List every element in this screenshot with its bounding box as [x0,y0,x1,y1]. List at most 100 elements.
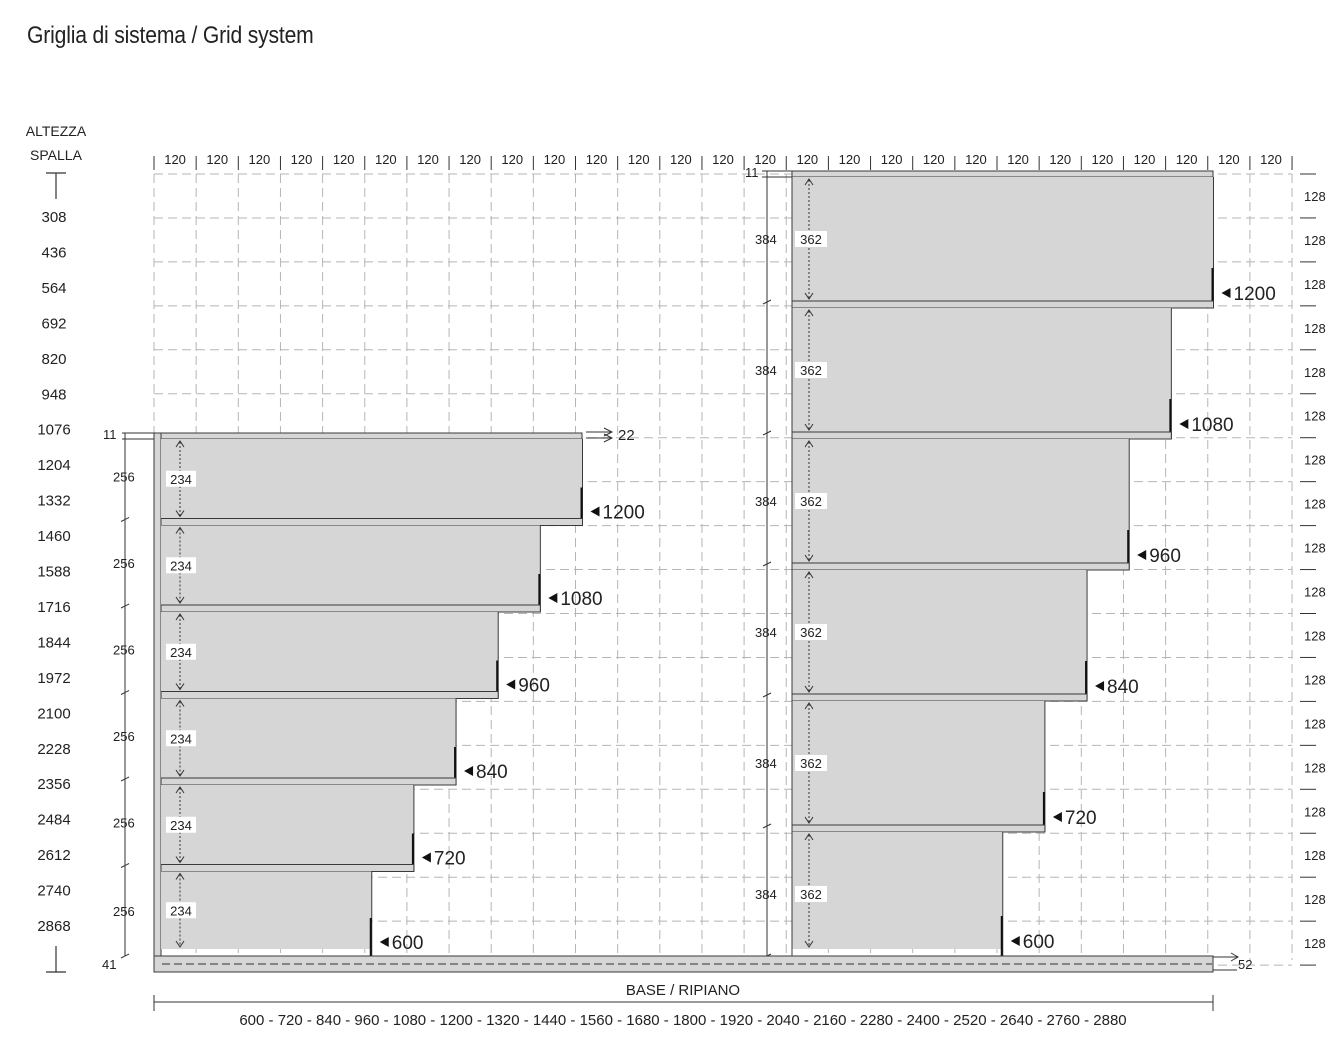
right-unit-top-panel [791,170,1214,178]
dim-label-box [795,493,827,509]
column-width-label: 120 [923,152,945,167]
shelf-board [791,300,1214,309]
height-axis-label: SPALLA [30,147,83,163]
row-step-label: 128 [1304,409,1326,424]
height-value: 2484 [37,812,70,829]
height-value: 564 [41,280,66,297]
base-depth-arrow-icon [1230,952,1240,962]
row-step-label: 128 [1304,365,1326,380]
pitch-label: 384 [755,756,777,771]
dim-label-box [166,730,196,747]
dim-arrow-icon [804,702,814,824]
base-plinth: 52 [153,952,1252,973]
shelf-stop-mark [538,574,541,612]
shelf-stop-mark [1169,399,1172,439]
height-value: 1332 [37,493,70,510]
shelf-compartment [792,701,1045,825]
height-value: 1716 [37,599,70,616]
shelf-board [791,562,1130,571]
height-value: 436 [41,244,66,261]
height-value: 1972 [37,670,70,687]
shelf-width-label: 960 [518,676,550,697]
column-width-label: 120 [291,152,313,167]
shelf-width-label: 1200 [603,503,645,524]
column-width-label: 120 [1218,152,1240,167]
row-step-label: 128 [1304,716,1326,731]
row-step-label: 128 [1304,672,1326,687]
column-width-label: 120 [754,152,776,167]
column-width-label: 120 [1092,152,1114,167]
shelf-compartment [792,177,1214,301]
clear-height-label: 362 [800,363,822,378]
pitch-label: 256 [113,556,135,571]
column-width-label: 120 [206,152,228,167]
row-step-label: 128 [1304,936,1326,951]
pitch-label: 256 [113,815,135,830]
column-width-label: 120 [712,152,734,167]
height-value: 2740 [37,883,70,900]
pitch-label: 256 [113,904,135,919]
shelf-width-arrow-icon [1221,288,1231,298]
column-width-label: 120 [501,152,523,167]
dim-tick [120,953,130,959]
shelf-width-label: 1080 [560,589,602,610]
base-depth-label: 52 [1238,957,1252,972]
column-width-label: 120 [1260,152,1282,167]
shelf-compartment [161,439,583,519]
clear-height-label: 234 [170,818,192,833]
column-width-label: 120 [459,152,481,167]
shelf-compartment [792,570,1088,694]
height-value: 1844 [37,634,70,651]
column-width-label: 120 [544,152,566,167]
shelf-board [791,824,1046,833]
row-step-label: 128 [1304,541,1326,556]
shelf-width-label: 720 [1065,808,1097,829]
dim-arrow-icon [804,178,814,300]
column-width-label: 120 [881,152,903,167]
clear-height-label: 362 [800,887,822,902]
shelf-width-label: 600 [392,933,424,954]
dim-arrow-icon [175,613,185,691]
page-title: Griglia di sistema / Grid system [27,22,314,49]
row-step-label: 128 [1304,892,1326,907]
shelf-width-arrow-icon [1179,419,1189,429]
row-step-label: 128 [1304,189,1326,204]
height-value: 1588 [37,564,70,581]
height-value: 308 [41,209,66,226]
row-step-label: 128 [1304,804,1326,819]
column-width-label: 120 [375,152,397,167]
shelf-stop-mark [411,833,414,872]
clear-height-label: 362 [800,756,822,771]
dim-arrow-icon [804,833,814,948]
right-top-thickness-label: 11 [745,165,759,180]
shelf-width-arrow-icon [548,593,558,603]
shelf-stop-mark [1085,661,1088,701]
column-width-label: 120 [333,152,355,167]
column-width-label: 120 [796,152,818,167]
clear-height-label: 362 [800,494,822,509]
column-width-label: 120 [249,152,271,167]
height-value: 820 [41,351,66,368]
shelf-width-arrow-icon [421,852,431,863]
height-value: 1460 [37,528,70,545]
clear-height-label: 362 [800,625,822,640]
dim-arrow-icon [804,309,814,431]
dim-arrow-icon [804,440,814,562]
row-step-label: 128 [1304,628,1326,643]
height-value: 2356 [37,776,70,793]
base-width-caption: BASE / RIPIANO 600 - 720 - 840 - 960 - 1… [153,982,1214,1029]
row-step-label: 128 [1304,453,1326,468]
shelf-board [160,691,499,699]
overhang-arrow-icon [603,427,614,443]
height-value: 2612 [37,847,70,864]
height-value: 1204 [37,457,70,474]
shelf-compartment [161,612,499,692]
row-step-label: 128 [1304,497,1326,512]
shelf-board [791,431,1172,440]
dim-arrow-icon [175,699,185,777]
clear-height-label: 234 [170,472,192,487]
shelf-width-arrow-icon [1052,812,1062,822]
base-widths-list: 600 - 720 - 840 - 960 - 1080 - 1200 - 13… [239,1012,1126,1029]
dim-label-box [166,816,196,833]
pitch-label: 256 [113,469,135,484]
